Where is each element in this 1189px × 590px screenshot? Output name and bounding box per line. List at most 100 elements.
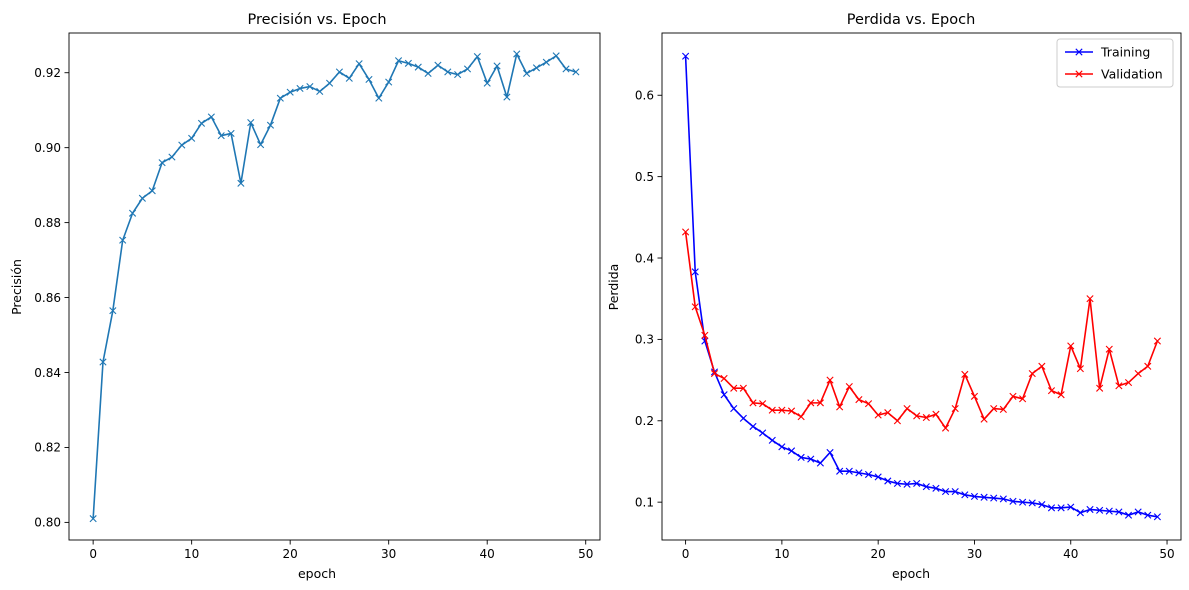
accuracy-series-point	[345, 74, 353, 82]
loss-x-axis-label: epoch	[892, 566, 930, 581]
loss-series-validation-point	[720, 374, 728, 383]
loss-series-validation-point	[1153, 337, 1161, 345]
loss-series-validation-point	[845, 383, 853, 391]
accuracy-series-point	[542, 58, 550, 66]
loss-series-training-point	[807, 455, 815, 463]
loss-series-validation-point	[1038, 362, 1046, 370]
loss-series-training-point	[884, 477, 892, 485]
loss-series-validation-point	[951, 404, 959, 413]
legend-marker-training	[1075, 48, 1083, 56]
loss-series-validation-point	[990, 404, 998, 413]
loss-series-validation-point	[941, 424, 950, 432]
loss-x-tick-label: 0	[682, 547, 690, 561]
loss-series-training-point	[797, 453, 805, 461]
loss-series-validation-point	[855, 396, 863, 404]
loss-series-validation-point	[1124, 378, 1133, 387]
accuracy-series-point	[247, 118, 255, 127]
accuracy-series-point	[148, 187, 156, 195]
loss-series-validation-point	[701, 331, 709, 339]
loss-series-training-point	[836, 467, 844, 475]
loss-series-validation-point	[1019, 395, 1027, 403]
accuracy-series-point	[503, 93, 511, 101]
loss-series-validation-point	[932, 410, 940, 418]
loss-legend: Training Validation	[1056, 38, 1174, 88]
accuracy-series-point	[572, 68, 580, 76]
accuracy-series-point	[168, 153, 176, 161]
accuracy-series-point	[394, 57, 403, 65]
accuracy-series-point	[463, 65, 472, 73]
accuracy-series-point	[266, 121, 275, 129]
loss-series-validation-point	[759, 400, 767, 408]
loss-series-training-point	[951, 487, 959, 496]
accuracy-series-point	[404, 59, 412, 67]
loss-series-training-point	[893, 479, 902, 488]
accuracy-y-tick-label: 0.82	[34, 441, 61, 455]
accuracy-series-point	[532, 64, 541, 72]
accuracy-x-tick-label: 40	[480, 547, 495, 561]
loss-series-training-point	[941, 487, 950, 496]
loss-series-training-point	[932, 484, 940, 492]
loss-series-training-point	[768, 436, 776, 444]
loss-y-tick-label: 0.5	[635, 170, 654, 184]
loss-y-tick-label: 0.3	[635, 333, 654, 347]
loss-series-training-point	[922, 483, 930, 491]
accuracy-series-point	[306, 82, 314, 91]
loss-series-training-point	[1009, 497, 1017, 505]
loss-series-validation-point	[1047, 387, 1056, 395]
loss-series-training-point	[1076, 509, 1084, 517]
loss-series-training-point	[1038, 501, 1046, 509]
legend-marker-validation	[1075, 70, 1083, 78]
accuracy-x-tick-label: 20	[283, 547, 298, 561]
loss-series-training-point	[1153, 513, 1161, 521]
loss-series-training-point	[999, 495, 1007, 503]
loss-series-validation-point	[816, 399, 824, 407]
accuracy-series-point	[316, 87, 324, 96]
accuracy-series-point	[257, 141, 265, 149]
accuracy-series-point	[276, 94, 284, 102]
accuracy-series-point	[385, 78, 393, 86]
accuracy-series-point	[562, 65, 570, 73]
legend-label-training: Training	[1100, 45, 1150, 60]
accuracy-y-tick-label: 0.90	[34, 141, 61, 155]
loss-series-validation-point	[1076, 365, 1084, 373]
loss-series-validation-point	[778, 406, 786, 414]
legend-box	[1056, 38, 1174, 88]
accuracy-series-point	[325, 79, 334, 87]
loss-series-validation-point	[1067, 342, 1075, 350]
accuracy-series-point	[365, 75, 373, 84]
loss-series-validation-point	[826, 376, 834, 384]
loss-series-validation-point	[874, 411, 882, 419]
loss-series-validation-point	[1086, 295, 1094, 303]
loss-series-training-point	[970, 492, 979, 501]
loss-series-training-point	[816, 459, 824, 467]
accuracy-series-point	[483, 79, 491, 87]
loss-series-validation-point	[913, 412, 921, 420]
loss-series-validation-point	[768, 406, 776, 414]
loss-series-validation-point	[1134, 369, 1142, 378]
accuracy-series-point	[119, 236, 127, 244]
accuracy-series-point	[99, 358, 107, 366]
loss-series-validation-point	[682, 228, 690, 236]
accuracy-series-point	[109, 307, 117, 315]
loss-series-training-point	[864, 470, 873, 479]
accuracy-series-point	[355, 60, 363, 68]
accuracy-plot-area: 0 10 20 30 40 50 0.80 0.82 0.84 0.86 0.88 0.90 0.92	[34, 32, 601, 561]
loss-series-training-point	[1096, 506, 1104, 514]
loss-series-training-point	[759, 429, 767, 437]
accuracy-series-point	[414, 63, 422, 71]
loss-y-tick-label: 0.4	[635, 251, 654, 265]
loss-series-validation-point	[730, 384, 738, 392]
loss-series-validation-point	[749, 399, 757, 407]
loss-series-training-point	[1115, 508, 1123, 516]
loss-chart-title: Perdida vs. Epoch	[847, 12, 976, 28]
loss-x-tick-label: 40	[1063, 547, 1078, 561]
loss-series-validation-point	[710, 369, 719, 378]
accuracy-series-point	[523, 69, 531, 78]
loss-series-validation-point	[836, 403, 844, 411]
loss-series-validation-point	[797, 413, 805, 421]
accuracy-y-tick-label: 0.84	[34, 366, 61, 380]
loss-series-training-point	[749, 422, 757, 431]
loss-series-training-point	[874, 473, 882, 481]
loss-series-training-point	[682, 52, 690, 60]
